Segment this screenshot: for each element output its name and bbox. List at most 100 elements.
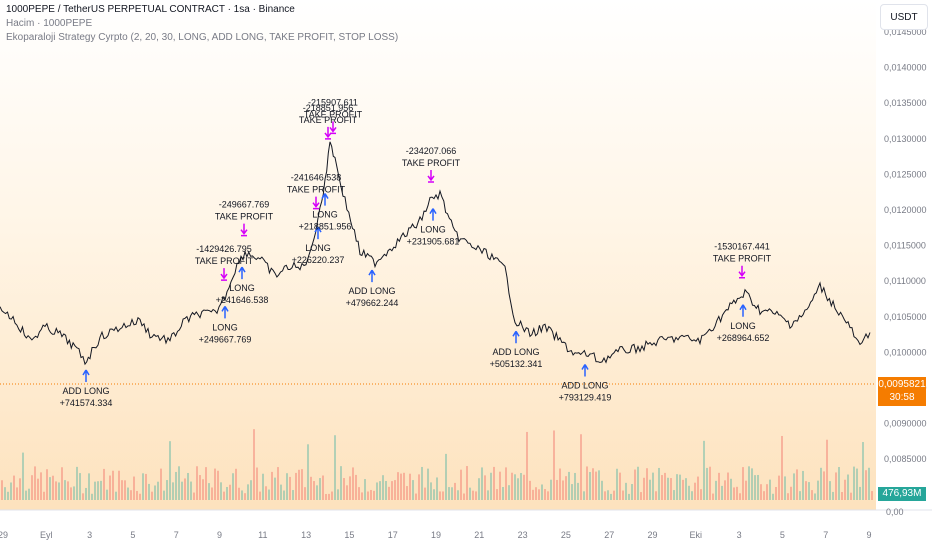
volume-bar [775, 487, 777, 500]
volume-bar [493, 466, 495, 500]
volume-bar [679, 474, 681, 500]
volume-bar [442, 491, 444, 500]
exit-value: -234207.066 [406, 146, 457, 156]
volume-bar [820, 467, 822, 500]
volume-bar [265, 486, 267, 500]
volume-bar [436, 477, 438, 500]
volume-bar [811, 490, 813, 500]
take-profit-icon [738, 265, 746, 279]
take-profit-icon [240, 223, 248, 237]
time-tick-label: 3 [737, 530, 742, 540]
volume-bar [238, 487, 240, 500]
volume-bar [127, 487, 129, 500]
exit-value: -218851.956 [303, 103, 354, 113]
entry-label: LONG [312, 210, 338, 220]
volume-bar [760, 484, 762, 500]
volume-bar [13, 475, 15, 500]
current-price-value: 0,0095821 [878, 379, 926, 390]
volume-bar [529, 480, 531, 500]
time-tick-label: 5 [780, 530, 785, 540]
volume-bar [655, 491, 657, 500]
volume-bar [394, 480, 396, 500]
volume-bar [469, 487, 471, 500]
price-tick-label: 0,0105000 [884, 312, 927, 322]
volume-bar [481, 467, 483, 500]
volume-bar [709, 466, 711, 500]
volume-bar [259, 491, 261, 500]
volume-bar [619, 472, 621, 500]
currency-button[interactable]: USDT [880, 4, 928, 30]
volume-bar [52, 475, 54, 500]
volume-bar [661, 475, 663, 500]
volume-bar [70, 487, 72, 500]
volume-bar [94, 481, 96, 500]
volume-bar [241, 490, 243, 500]
time-tick-label: 29 [0, 530, 8, 540]
entry-label: LONG [420, 225, 446, 235]
volume-bar [625, 482, 627, 500]
volume-bar [313, 481, 315, 500]
volume-bar [364, 479, 366, 500]
volume-bar [463, 493, 465, 500]
volume-bar [232, 473, 234, 500]
volume-bar [790, 486, 792, 500]
volume-legend: Hacim · 1000PEPE [6, 18, 93, 29]
long-arrow-icon [321, 193, 329, 206]
volume-bar [847, 474, 849, 500]
time-tick-label: 21 [474, 530, 484, 540]
volume-bar [400, 473, 402, 500]
volume-bar [373, 490, 375, 500]
volume-bar [142, 473, 144, 500]
symbol-title: 1000PEPE / TetherUS PERPETUAL CONTRACT ·… [6, 4, 295, 15]
volume-bar [235, 468, 237, 500]
volume-bar [796, 469, 798, 500]
volume-bar [418, 474, 420, 500]
volume-bar [310, 476, 312, 500]
volume-bar [742, 467, 744, 500]
volume-bar [430, 482, 432, 500]
volume-bar [409, 473, 411, 500]
price-tick-label: 0,0135000 [884, 98, 927, 108]
exit-value: -1429426.795 [196, 244, 252, 254]
volume-bar [727, 472, 729, 500]
time-tick-label: 9 [866, 530, 871, 540]
volume-bar [829, 481, 831, 500]
volume-bar [208, 483, 210, 500]
volume-bar [340, 466, 342, 500]
volume-bar [538, 489, 540, 500]
volume-bar [535, 487, 537, 500]
volume-bar [763, 491, 765, 500]
volume-bar [379, 481, 381, 500]
volume-bar [670, 478, 672, 500]
volume-bar [652, 472, 654, 500]
volume-bar [574, 472, 576, 500]
volume-bar [454, 482, 456, 500]
volume-bar [640, 492, 642, 500]
volume-bar [187, 472, 189, 500]
volume-bar [649, 479, 651, 500]
volume-bar [97, 481, 99, 500]
volume-bar [106, 489, 108, 500]
volume-bar [490, 472, 492, 500]
time-tick-label: 7 [174, 530, 179, 540]
volume-bar [166, 480, 168, 500]
entry-value: +479662.244 [346, 298, 399, 308]
volume-bar [250, 480, 252, 500]
volume-value-label: 476,93M [878, 487, 926, 501]
volume-bar [511, 472, 513, 500]
volume-bar [10, 482, 12, 500]
volume-bar [595, 471, 597, 500]
exit-label: TAKE PROFIT [402, 158, 461, 168]
time-tick-label: 25 [561, 530, 571, 540]
volume-bar [568, 471, 570, 500]
volume-bar [547, 491, 549, 500]
volume-bar [124, 480, 126, 500]
volume-bar [448, 487, 450, 500]
volume-bar [583, 491, 585, 500]
volume-bar [226, 486, 228, 500]
price-tick-label: 0,0120000 [884, 205, 927, 215]
volume-bar [745, 480, 747, 500]
volume-bar [751, 468, 753, 500]
